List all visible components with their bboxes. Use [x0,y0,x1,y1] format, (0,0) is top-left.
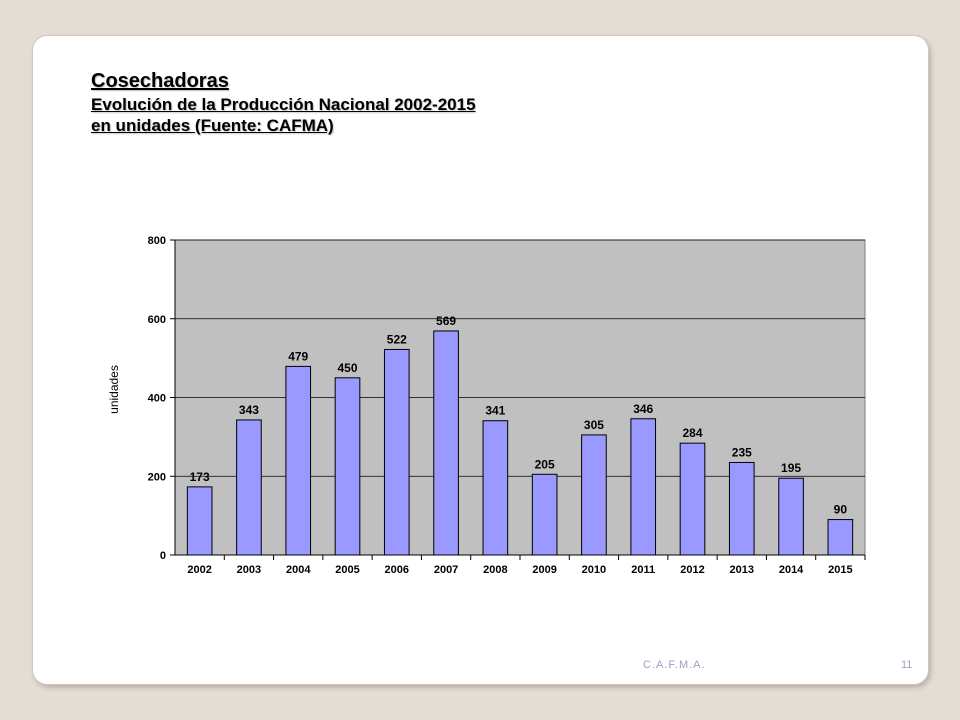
x-tick-label: 2007 [434,564,458,576]
bar [531,473,558,556]
data-label: 284 [682,426,702,440]
y-tick-label: 800 [148,235,166,247]
x-tick-label: 2009 [532,564,556,576]
bar [728,461,755,556]
page-number: 11 [901,659,913,671]
bar-chart: 0 200 400 600 800 unidades 173 2002 343 2003 479 20… [107,235,866,576]
data-label: 205 [535,457,555,471]
data-label: 346 [633,402,653,416]
data-label: 173 [190,470,210,484]
data-label: 195 [781,461,801,475]
x-tick-label: 2002 [187,564,211,576]
bar [285,365,312,556]
data-label: 235 [732,445,752,459]
slide: Cosechadoras Evolución de la Producción … [33,36,928,684]
x-tick-label: 2012 [680,564,704,576]
bar [236,419,262,556]
x-tick-label: 2006 [385,564,409,576]
data-label: 522 [387,332,407,346]
bar [581,434,607,556]
bar [383,348,410,556]
slide-title: Cosechadoras [91,70,229,92]
x-tick-label: 2004 [286,564,311,576]
bar [334,377,361,556]
title-block: Cosechadoras Evolución de la Producción … [91,68,476,136]
slide-subtitle-source: en unidades (Fuente: CAFMA) [91,116,334,135]
bar [186,486,213,556]
x-tick-label: 2014 [779,564,804,576]
x-tick-label: 2005 [335,564,359,576]
x-tick-label: 2003 [237,564,261,576]
y-tick-label: 600 [148,314,166,326]
bar [679,442,706,556]
data-label: 450 [337,361,357,375]
y-tick-label: 200 [148,471,166,483]
x-tick-label: 2008 [483,564,507,576]
x-tick-label: 2015 [828,564,852,576]
data-label: 479 [288,349,308,363]
bar [482,420,509,556]
y-tick-label: 0 [160,550,166,562]
x-tick-label: 2013 [730,564,754,576]
footer-text: C.A.F.M.A. [643,659,706,671]
x-tick-label: 2010 [582,564,606,576]
data-label: 90 [834,503,848,517]
bar [433,330,459,556]
bar [778,477,804,556]
bar [827,519,854,556]
bar [630,418,657,556]
slide-subtitle: Evolución de la Producción Nacional 2002… [91,95,476,114]
data-label: 569 [436,314,456,328]
data-label: 343 [239,403,259,417]
x-tick-label: 2011 [631,564,655,576]
data-label: 305 [584,418,604,432]
y-tick-label: 400 [148,393,166,405]
data-label: 341 [485,404,505,418]
y-axis-label: unidades [107,365,121,414]
